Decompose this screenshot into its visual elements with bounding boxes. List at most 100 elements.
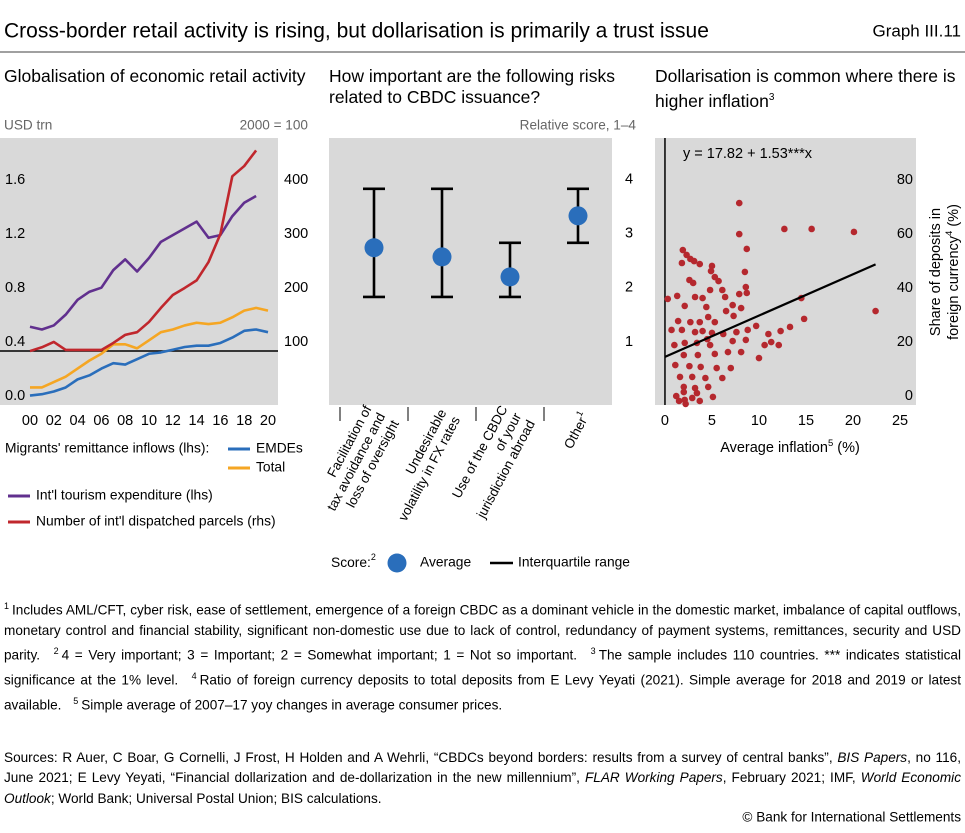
x-tick-label: 15 <box>798 413 814 429</box>
legend-label: Average <box>420 555 471 570</box>
scatter-point <box>721 293 729 301</box>
scatter-point <box>711 318 719 326</box>
scatter-point <box>687 318 694 326</box>
category-label-line: Other <box>560 414 589 451</box>
annotation: y = 17.82 + 1.53***x <box>683 146 813 162</box>
scatter-point <box>686 362 693 370</box>
x-tick-label: 06 <box>93 413 109 429</box>
x-axis-label-text: Average inflation <box>720 440 828 456</box>
scatter-point <box>786 323 794 331</box>
x-tick-label: 18 <box>236 413 252 429</box>
scatter-point <box>767 338 775 346</box>
scatter-point <box>735 199 743 207</box>
legend-label: Interquartile range <box>518 555 630 570</box>
scatter-point <box>755 354 763 362</box>
y-axis-label-text: Share of deposits in <box>928 208 944 336</box>
source-text: FLAR Working Papers <box>584 770 723 786</box>
x-tick-label: 04 <box>70 413 86 429</box>
source-text: , no 116, June 2021; E Levy Yeyati, “Fin… <box>4 750 961 786</box>
scatter-point <box>729 337 736 345</box>
scatter-point <box>761 341 768 349</box>
scatter-point <box>719 374 726 382</box>
y-tick-label: 1 <box>625 334 633 350</box>
scatter-point <box>713 364 720 372</box>
source-text: ; World Bank; Universal Postal Union; BI… <box>50 790 382 806</box>
footnote-marker: 4 <box>944 231 955 236</box>
y-tick-label: 80 <box>897 172 913 188</box>
panel-title: How important are the following risks re… <box>329 66 615 107</box>
scatter-point <box>682 400 689 408</box>
scatter-point <box>674 317 682 325</box>
scatter-point <box>680 383 688 391</box>
scatter-point <box>681 302 689 310</box>
scatter-point <box>800 315 808 323</box>
scatter-point <box>733 328 740 336</box>
scatter-point <box>706 341 714 349</box>
scatter-point <box>737 304 745 312</box>
scatter-point <box>743 289 751 297</box>
scatter-point <box>688 373 696 381</box>
scatter-point <box>707 267 715 275</box>
x-tick-label: 20 <box>845 413 861 429</box>
scatter-point <box>715 277 722 285</box>
footnote-text: The sample includes 110 countries. *** i… <box>4 647 962 688</box>
scatter-point <box>668 326 675 334</box>
x-tick-label: 00 <box>22 413 38 429</box>
scatter-point <box>694 351 702 359</box>
scatter-point <box>706 286 714 294</box>
category-label-text: Facilitation oftax avoidance andloss of … <box>310 403 402 521</box>
scatter-point <box>678 259 686 267</box>
y-tick-label: 0.0 <box>5 388 25 404</box>
scatter-point <box>729 301 736 309</box>
y2-tick-label: 300 <box>284 226 308 242</box>
scatter-point <box>741 268 749 276</box>
footnote-marker: 2 <box>53 646 59 657</box>
y2-tick-label: 400 <box>284 172 308 188</box>
footnote-marker: 1 <box>4 601 10 611</box>
scatter-point <box>850 228 858 236</box>
y-axis-label-unit: (%) <box>946 204 962 227</box>
y2-tick-label: 200 <box>284 280 308 296</box>
y-tick-label: 0.4 <box>5 334 25 350</box>
x-tick-label: 08 <box>117 413 133 429</box>
panel-title: Globalisation of economic retail activit… <box>4 66 306 86</box>
scatter-point <box>765 330 772 338</box>
scatter-point <box>691 384 699 392</box>
scatter-point <box>691 328 699 336</box>
scatter-point <box>775 341 783 349</box>
y-tick-label: 1.2 <box>5 226 25 242</box>
scatter-point <box>724 348 732 356</box>
graph-title: Cross-border retail activity is rising, … <box>4 20 709 43</box>
plot-area <box>655 138 916 405</box>
scatter-point <box>727 364 735 372</box>
category-label-text: Other1 <box>559 409 592 451</box>
scatter-point <box>742 283 750 291</box>
source-text: Sources: R Auer, C Boar, G Cornelli, J F… <box>4 750 838 765</box>
scatter-point <box>777 327 784 335</box>
x-tick-label: 16 <box>212 413 228 429</box>
series-line <box>29 328 269 397</box>
y-tick-label: 60 <box>897 226 913 242</box>
scatter-point <box>702 374 709 382</box>
footnote-marker: 5 <box>828 438 833 449</box>
y-tick-label: 4 <box>625 172 633 188</box>
scatter-point <box>696 318 704 326</box>
graph-id: Graph III.11 <box>872 21 961 40</box>
footnote-marker: 3 <box>768 92 775 103</box>
scatter-point <box>752 322 760 330</box>
scatter-point <box>664 295 672 303</box>
x-tick-label: 10 <box>141 413 157 429</box>
source-text: BIS Papers <box>837 750 908 765</box>
x-tick-label: 25 <box>892 413 908 429</box>
scatter-point <box>735 290 743 298</box>
x-tick-label: 5 <box>708 413 716 429</box>
panel-title-text: Dollarisation is common where there is h… <box>655 66 956 111</box>
scatter-point <box>808 225 815 233</box>
footnote-marker: 4 <box>191 671 197 682</box>
average-dot <box>432 247 452 267</box>
scatter-point <box>781 225 788 233</box>
scatter-point <box>699 294 706 302</box>
scatter-point <box>696 260 704 268</box>
scatter-point <box>690 257 698 265</box>
